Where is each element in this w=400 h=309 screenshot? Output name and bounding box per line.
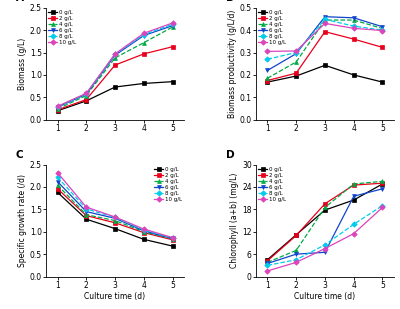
Legend: 0 g/L, 2 g/L, 4 g/L, 6 g/L, 8 g/L, 10 g/L: 0 g/L, 2 g/L, 4 g/L, 6 g/L, 8 g/L, 10 g/…	[154, 166, 182, 202]
Legend: 0 g/L, 2 g/L, 4 g/L, 6 g/L, 8 g/L, 10 g/L: 0 g/L, 2 g/L, 4 g/L, 6 g/L, 8 g/L, 10 g/…	[258, 166, 286, 202]
Text: A: A	[16, 0, 24, 3]
X-axis label: Culture time (d): Culture time (d)	[294, 293, 356, 302]
X-axis label: Culture time (d): Culture time (d)	[84, 293, 146, 302]
Y-axis label: Biomass (g/L): Biomass (g/L)	[18, 38, 27, 90]
Legend: 0 g/L, 2 g/L, 4 g/L, 6 g/L, 8 g/L, 10 g/L: 0 g/L, 2 g/L, 4 g/L, 6 g/L, 8 g/L, 10 g/…	[258, 9, 286, 45]
Text: D: D	[226, 150, 234, 160]
Y-axis label: Specific growth rate (/d): Specific growth rate (/d)	[18, 174, 27, 267]
Legend: 0 g/L, 2 g/L, 4 g/L, 6 g/L, 8 g/L, 10 g/L: 0 g/L, 2 g/L, 4 g/L, 6 g/L, 8 g/L, 10 g/…	[48, 9, 76, 45]
Text: C: C	[16, 150, 23, 160]
Y-axis label: Chlorophyll (a+b) (mg/L): Chlorophyll (a+b) (mg/L)	[230, 173, 239, 268]
Text: B: B	[226, 0, 234, 3]
Y-axis label: Biomass productivity (g/L/d): Biomass productivity (g/L/d)	[228, 10, 237, 118]
